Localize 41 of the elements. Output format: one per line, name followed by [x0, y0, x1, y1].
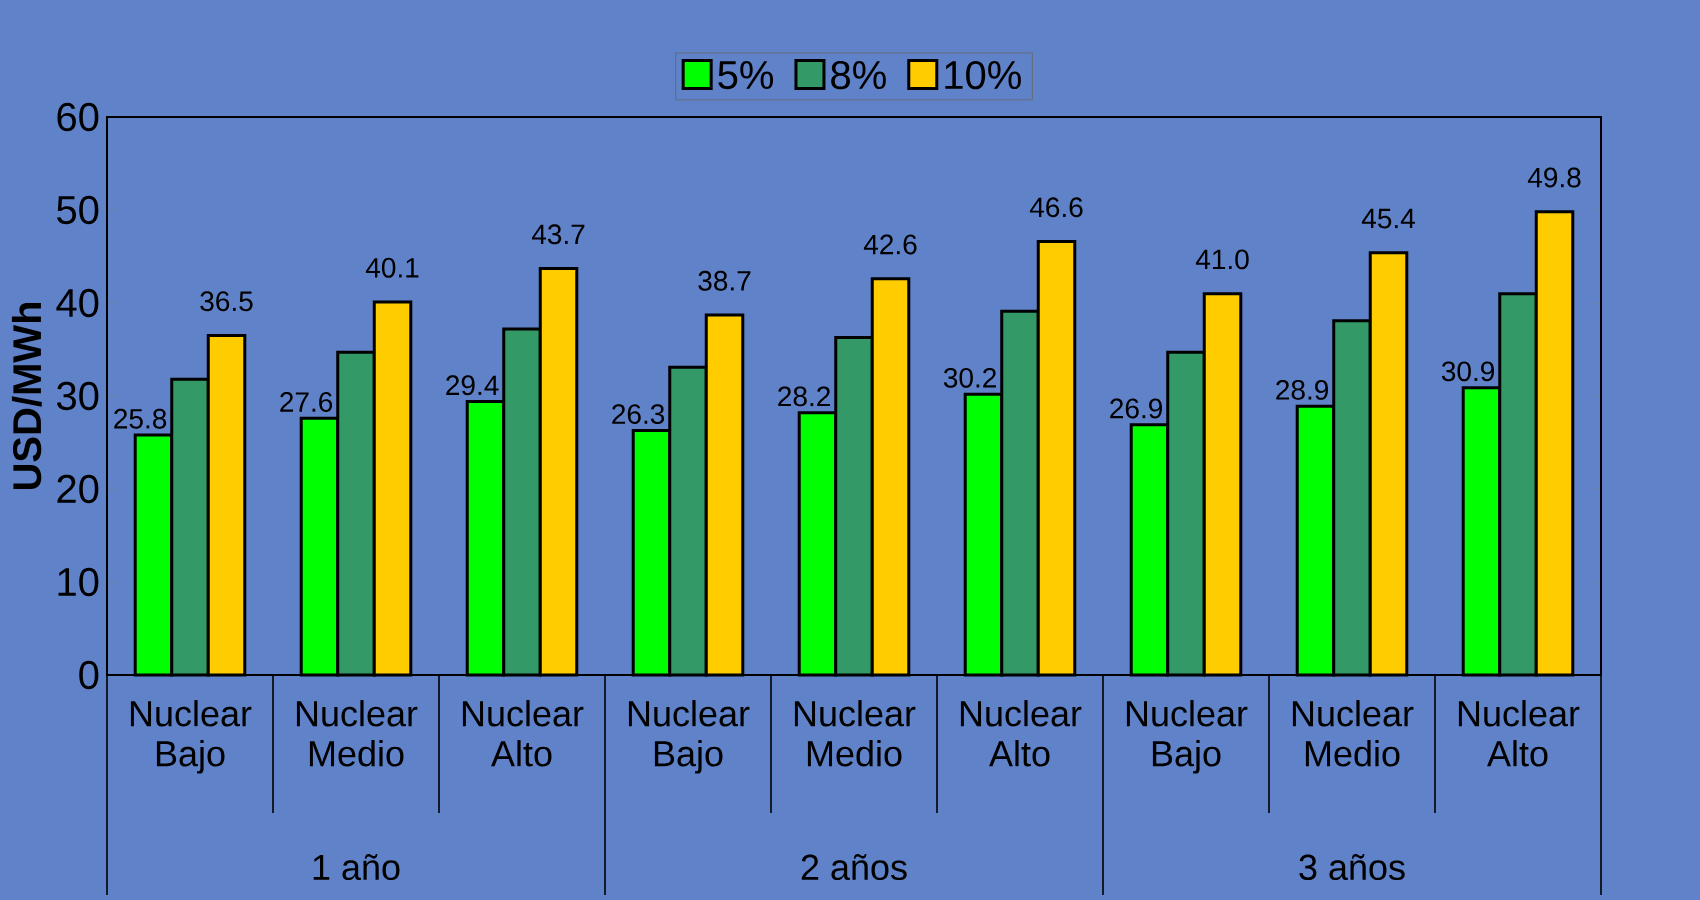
x-tick-label: Nuclear Medio — [794, 700, 916, 767]
x-tick-label: Nuclear Alto — [1458, 700, 1580, 767]
data-label: 40.1 — [365, 257, 419, 278]
y-tick-label: 10 — [58, 567, 99, 597]
legend-label: 10% — [945, 60, 1021, 90]
text: 1 año — [313, 853, 400, 881]
data-label: 36.5 — [200, 291, 253, 312]
data-label: 46.6 — [1029, 197, 1083, 218]
data-label: 26.9 — [1110, 398, 1162, 419]
data-label: 30.2 — [943, 367, 996, 388]
data-label: 27.6 — [280, 392, 333, 412]
x-tick-label: Nuclear Alto — [462, 700, 584, 767]
y-tick-label: 30 — [56, 381, 99, 411]
data-label: 30.9 — [1441, 361, 1494, 382]
x-tick-label: Nuclear Bajo — [130, 700, 252, 774]
x-tick-label: Nuclear Medio — [296, 700, 418, 767]
data-label: 45.4 — [1361, 208, 1415, 229]
x-tick-label: Nuclear Alto — [960, 700, 1082, 767]
text: 2 años — [801, 853, 907, 881]
data-label: 29.4 — [446, 375, 499, 396]
y-tick-label: 0 — [79, 660, 99, 690]
text: 3 años — [1299, 853, 1405, 881]
y-axis-title: USD/MWh — [11, 302, 42, 490]
legend-label: 5% — [718, 61, 774, 90]
x-tick-label: Nuclear Bajo — [628, 700, 750, 774]
data-label: 28.9 — [1276, 379, 1328, 400]
data-label: 38.7 — [698, 270, 751, 291]
data-label: 25.8 — [114, 408, 167, 429]
y-tick-label: 50 — [57, 195, 99, 225]
data-label: 26.3 — [612, 404, 665, 425]
y-tick-label: 20 — [57, 474, 99, 504]
y-tick-label: 40 — [56, 288, 99, 318]
x-tick-label: Nuclear Bajo — [1126, 700, 1248, 774]
data-label: 41.0 — [1195, 249, 1249, 270]
data-label: 43.7 — [531, 224, 585, 245]
y-tick-label: 60 — [57, 102, 99, 132]
data-label: 42.6 — [863, 234, 917, 255]
data-label: 28.2 — [778, 386, 830, 407]
x-tick-label: Nuclear Medio — [1292, 700, 1414, 767]
data-label: 49.8 — [1527, 167, 1581, 188]
legend-label: 8% — [831, 60, 886, 90]
